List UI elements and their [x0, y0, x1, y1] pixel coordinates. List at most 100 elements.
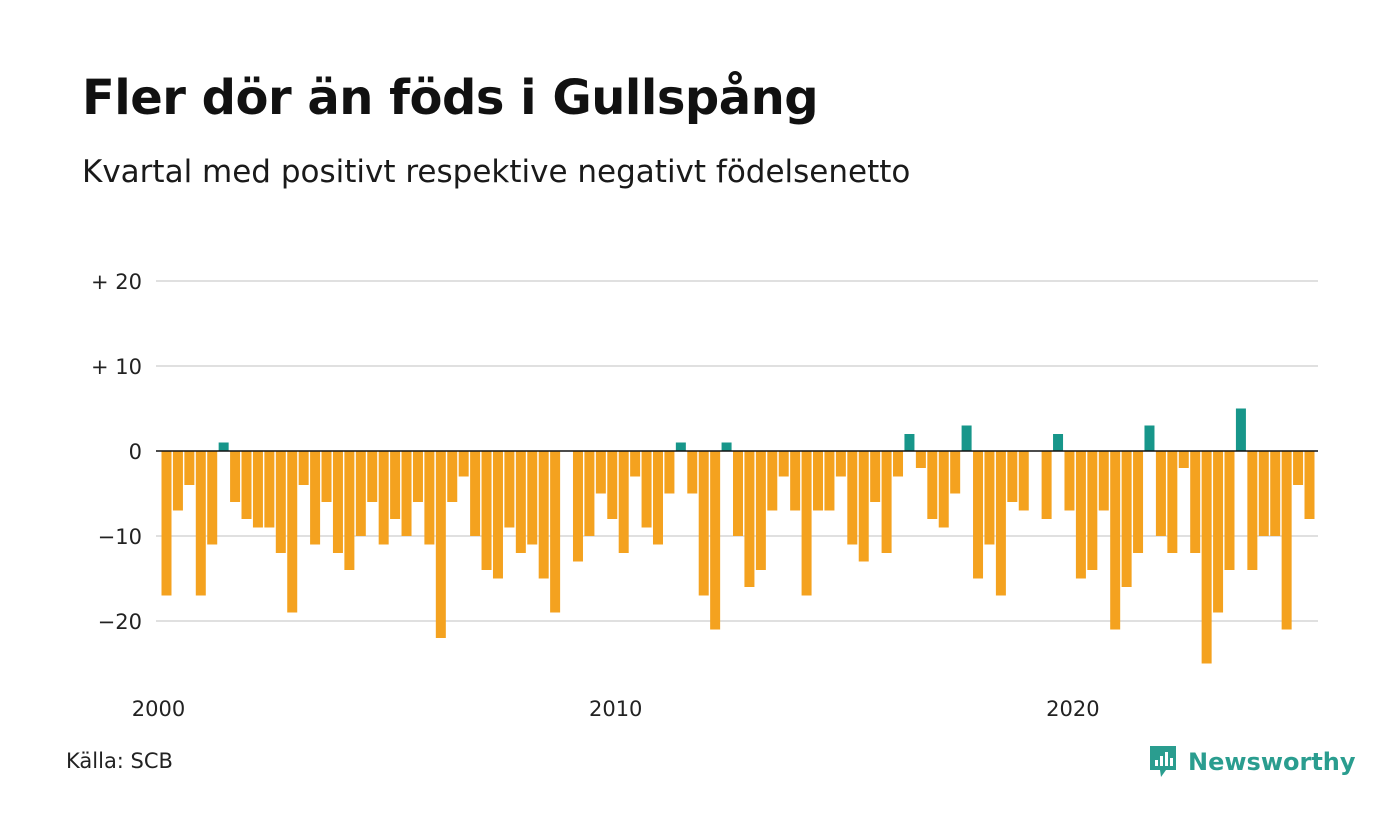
bar: [1270, 451, 1281, 536]
bar: [367, 451, 378, 502]
bar: [710, 451, 721, 630]
bar: [927, 451, 938, 519]
bar: [1007, 451, 1018, 502]
bar: [630, 451, 641, 477]
bar: [1178, 451, 1189, 468]
bar: [847, 451, 858, 545]
bar: [652, 451, 663, 545]
bar: [435, 451, 446, 638]
bar: [172, 451, 183, 511]
y-tick-label: 0: [129, 440, 142, 464]
bar: [744, 451, 755, 587]
bar: [470, 451, 481, 536]
bar: [1110, 451, 1121, 630]
bar: [813, 451, 824, 511]
bar: [790, 451, 801, 511]
bar: [778, 451, 789, 477]
bar: [1087, 451, 1098, 570]
bar: [1144, 425, 1155, 451]
bar: [687, 451, 698, 494]
bar: [378, 451, 389, 545]
bar: [755, 451, 766, 570]
bar: [1224, 451, 1235, 570]
chart-subtitle: Kvartal med positivt respektive negativt…: [82, 154, 911, 190]
bar: [424, 451, 435, 545]
bar: [1293, 451, 1304, 485]
bar: [355, 451, 366, 536]
bar: [447, 451, 458, 502]
bar: [550, 451, 561, 613]
bar: [492, 451, 503, 579]
bar: [538, 451, 549, 579]
bar: [218, 442, 229, 451]
bar: [332, 451, 343, 553]
y-tick-label: + 20: [91, 270, 142, 294]
bar: [390, 451, 401, 519]
bar: [1018, 451, 1029, 511]
y-tick-label: + 10: [91, 355, 142, 379]
y-tick-label: −20: [98, 610, 142, 634]
bar: [950, 451, 961, 494]
bar: [401, 451, 412, 536]
bar: [1190, 451, 1201, 553]
bar: [767, 451, 778, 511]
bar: [641, 451, 652, 528]
bar: [824, 451, 835, 511]
x-tick-labels: 2000 2010 2020: [132, 697, 1100, 721]
bar: [1235, 408, 1246, 451]
bar: [287, 451, 298, 613]
x-tick-label: 2020: [1046, 697, 1099, 721]
bar: [1167, 451, 1178, 553]
bar: [1098, 451, 1109, 511]
bar: [1053, 434, 1064, 451]
bar: [184, 451, 195, 485]
bar: [973, 451, 984, 579]
bar: [264, 451, 275, 528]
bar: [893, 451, 904, 477]
bar: [584, 451, 595, 536]
bar: [481, 451, 492, 570]
bar: [207, 451, 218, 545]
bar: [1281, 451, 1292, 630]
bar: [527, 451, 538, 545]
bar: [572, 451, 583, 562]
bar: [1258, 451, 1269, 536]
bar: [1041, 451, 1052, 519]
bar: [995, 451, 1006, 596]
bar: [984, 451, 995, 545]
bar: [1121, 451, 1132, 587]
bar: [961, 425, 972, 451]
y-tick-label: −10: [98, 525, 142, 549]
bar: [915, 451, 926, 468]
bar: [344, 451, 355, 570]
x-tick-label: 2010: [589, 697, 642, 721]
source-note: Källa: SCB: [66, 749, 173, 773]
bar: [504, 451, 515, 528]
bar: [310, 451, 321, 545]
bar: [733, 451, 743, 536]
y-tick-labels: + 20 + 10 0 −10 −20: [91, 270, 142, 634]
bar: [675, 442, 686, 451]
bar: [515, 451, 526, 553]
bar: [195, 451, 206, 596]
newsworthy-logo-icon: [1150, 746, 1176, 777]
bar: [835, 451, 846, 477]
bar: [1201, 451, 1212, 664]
bar: [801, 451, 812, 596]
x-tick-label: 2000: [132, 697, 185, 721]
bar: [1064, 451, 1075, 511]
bar: [607, 451, 618, 519]
bars: [161, 408, 1315, 664]
bar: [870, 451, 881, 502]
bar: [241, 451, 252, 519]
bar: [938, 451, 949, 528]
bar: [412, 451, 423, 502]
bar: [230, 451, 241, 502]
bar: [298, 451, 309, 485]
bar: [252, 451, 263, 528]
bar: [595, 451, 606, 494]
bar: [458, 451, 469, 477]
bar: [1155, 451, 1166, 536]
bar: [275, 451, 286, 553]
